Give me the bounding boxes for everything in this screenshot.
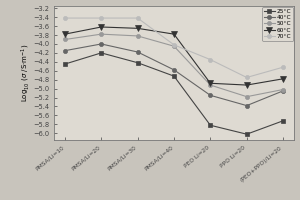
- 70°C: [63, 17, 67, 19]
- Legend: 25°C, 40°C, 50°C, 60°C, 70°C: 25°C, 40°C, 50°C, 60°C, 70°C: [262, 7, 293, 41]
- 25°C: [208, 124, 212, 126]
- Line: 60°C: 60°C: [62, 24, 286, 88]
- 25°C: [63, 63, 67, 65]
- 50°C: [100, 33, 103, 35]
- Line: 70°C: 70°C: [63, 16, 285, 80]
- 60°C: [136, 27, 140, 30]
- 25°C: [245, 133, 248, 135]
- 40°C: [172, 69, 176, 71]
- 25°C: [100, 52, 103, 54]
- 70°C: [281, 66, 285, 68]
- 60°C: [245, 84, 248, 86]
- Line: 25°C: 25°C: [63, 51, 285, 136]
- 70°C: [100, 17, 103, 19]
- 70°C: [172, 44, 176, 46]
- Line: 50°C: 50°C: [63, 32, 285, 99]
- 50°C: [136, 35, 140, 37]
- 70°C: [208, 58, 212, 61]
- 60°C: [281, 78, 285, 80]
- Y-axis label: Log$_{10}$ ($\sigma$ /S·m$^{-1}$): Log$_{10}$ ($\sigma$ /S·m$^{-1}$): [19, 44, 32, 102]
- 60°C: [172, 33, 176, 35]
- 50°C: [172, 45, 176, 47]
- 40°C: [208, 94, 212, 97]
- 25°C: [172, 75, 176, 77]
- 40°C: [63, 49, 67, 52]
- 50°C: [281, 88, 285, 91]
- 60°C: [208, 82, 212, 84]
- 40°C: [100, 43, 103, 45]
- 25°C: [136, 62, 140, 64]
- 25°C: [281, 120, 285, 122]
- 50°C: [63, 38, 67, 41]
- 40°C: [281, 90, 285, 92]
- 70°C: [136, 17, 140, 19]
- 40°C: [136, 51, 140, 53]
- 50°C: [208, 84, 212, 86]
- 70°C: [245, 76, 248, 79]
- 50°C: [245, 95, 248, 98]
- 60°C: [100, 26, 103, 28]
- 40°C: [245, 104, 248, 107]
- 60°C: [63, 33, 67, 35]
- Line: 40°C: 40°C: [63, 42, 285, 108]
